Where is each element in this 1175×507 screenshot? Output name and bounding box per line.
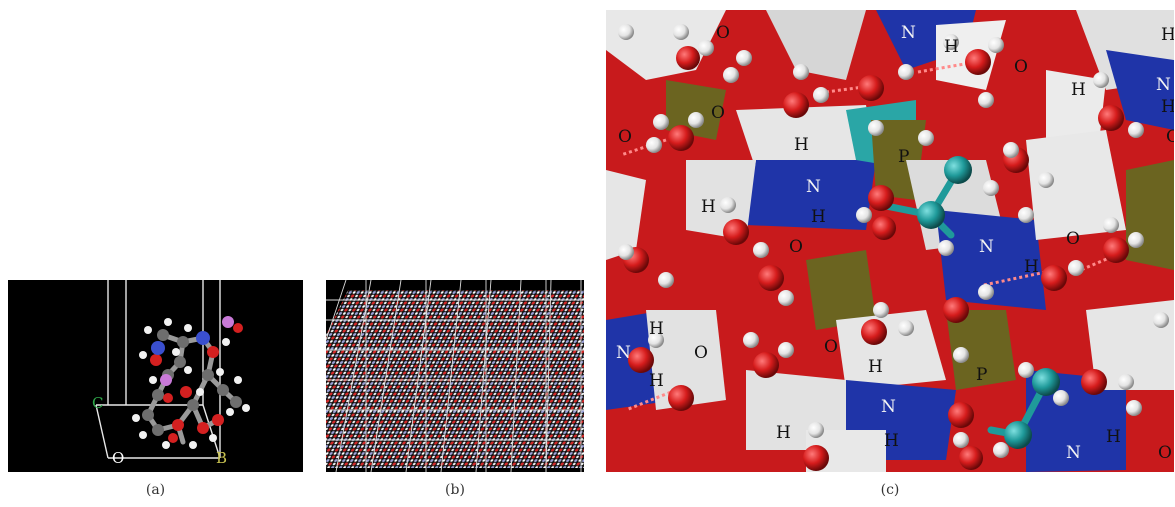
atom-label-N5: N bbox=[616, 343, 631, 363]
atom-labels: O N H O H N H H O O H P O N H H O N O H … bbox=[616, 23, 1174, 463]
atom-label-H11: H bbox=[649, 371, 664, 391]
atom-label-H10: H bbox=[868, 357, 883, 377]
molecule-ball-and-stick bbox=[132, 316, 250, 449]
atom-label-H4: H bbox=[1161, 97, 1174, 117]
atom-label-O9: O bbox=[824, 337, 838, 357]
atom-label-N3: N bbox=[806, 177, 821, 197]
atom-label-O6: O bbox=[789, 237, 803, 257]
atom-label-O8: O bbox=[694, 343, 708, 363]
surface-render: O N H O H N H H O O H P O N H H O N O H … bbox=[606, 10, 1174, 472]
atom-label-O10: O bbox=[1158, 443, 1172, 463]
lattice-grid bbox=[326, 280, 584, 472]
caption-c: (c) bbox=[880, 482, 900, 498]
atom-label-O1: O bbox=[716, 23, 730, 43]
atom-label-P1: P bbox=[898, 147, 909, 167]
atom-label-O7: O bbox=[1066, 229, 1080, 249]
atom-label-N4: N bbox=[979, 237, 994, 257]
unit-cell-molecule-image: C O B bbox=[8, 280, 303, 472]
atom-label-P2: P bbox=[976, 365, 987, 385]
carbon-atoms bbox=[917, 156, 1060, 449]
atom-label-H7: H bbox=[811, 207, 826, 227]
atom-label-H9: H bbox=[649, 319, 664, 339]
atom-label-H12: H bbox=[776, 423, 791, 443]
atom-label-H14: H bbox=[884, 431, 899, 451]
atom-label-H3: H bbox=[1071, 80, 1086, 100]
oxygen-atoms bbox=[623, 46, 1129, 471]
atom-label-N2: N bbox=[1156, 75, 1171, 95]
atom-label-H2: H bbox=[1161, 25, 1174, 45]
atom-label-H8: H bbox=[1024, 257, 1039, 277]
crystal-atoms bbox=[326, 290, 584, 468]
c-axis-label: C bbox=[92, 394, 103, 412]
origin-label: O bbox=[112, 449, 124, 467]
atom-label-N1: N bbox=[901, 23, 916, 43]
hydrogen-atoms bbox=[618, 24, 1169, 458]
unit-cell-diagram: C O B bbox=[92, 280, 250, 467]
atom-label-H6: H bbox=[701, 197, 716, 217]
atom-label-H1: H bbox=[944, 37, 959, 57]
supercell-lattice-image bbox=[326, 280, 584, 472]
caption-b: (b) bbox=[445, 482, 465, 498]
atom-label-N7: N bbox=[1066, 443, 1081, 463]
atom-label-O4: O bbox=[618, 127, 632, 147]
atom-label-O3: O bbox=[711, 103, 725, 123]
b-axis-label: B bbox=[216, 449, 227, 467]
atom-label-H13: H bbox=[1106, 427, 1121, 447]
caption-a: (a) bbox=[145, 482, 166, 498]
atom-label-O5: O bbox=[1166, 127, 1174, 147]
supercell-diagram bbox=[326, 280, 584, 472]
surface-patches bbox=[606, 10, 1174, 472]
atom-label-O2: O bbox=[1014, 57, 1028, 77]
atom-label-H5: H bbox=[794, 135, 809, 155]
atom-label-N6: N bbox=[881, 397, 896, 417]
molecular-surface-image: O N H O H N H H O O H P O N H H O N O H … bbox=[606, 10, 1174, 472]
